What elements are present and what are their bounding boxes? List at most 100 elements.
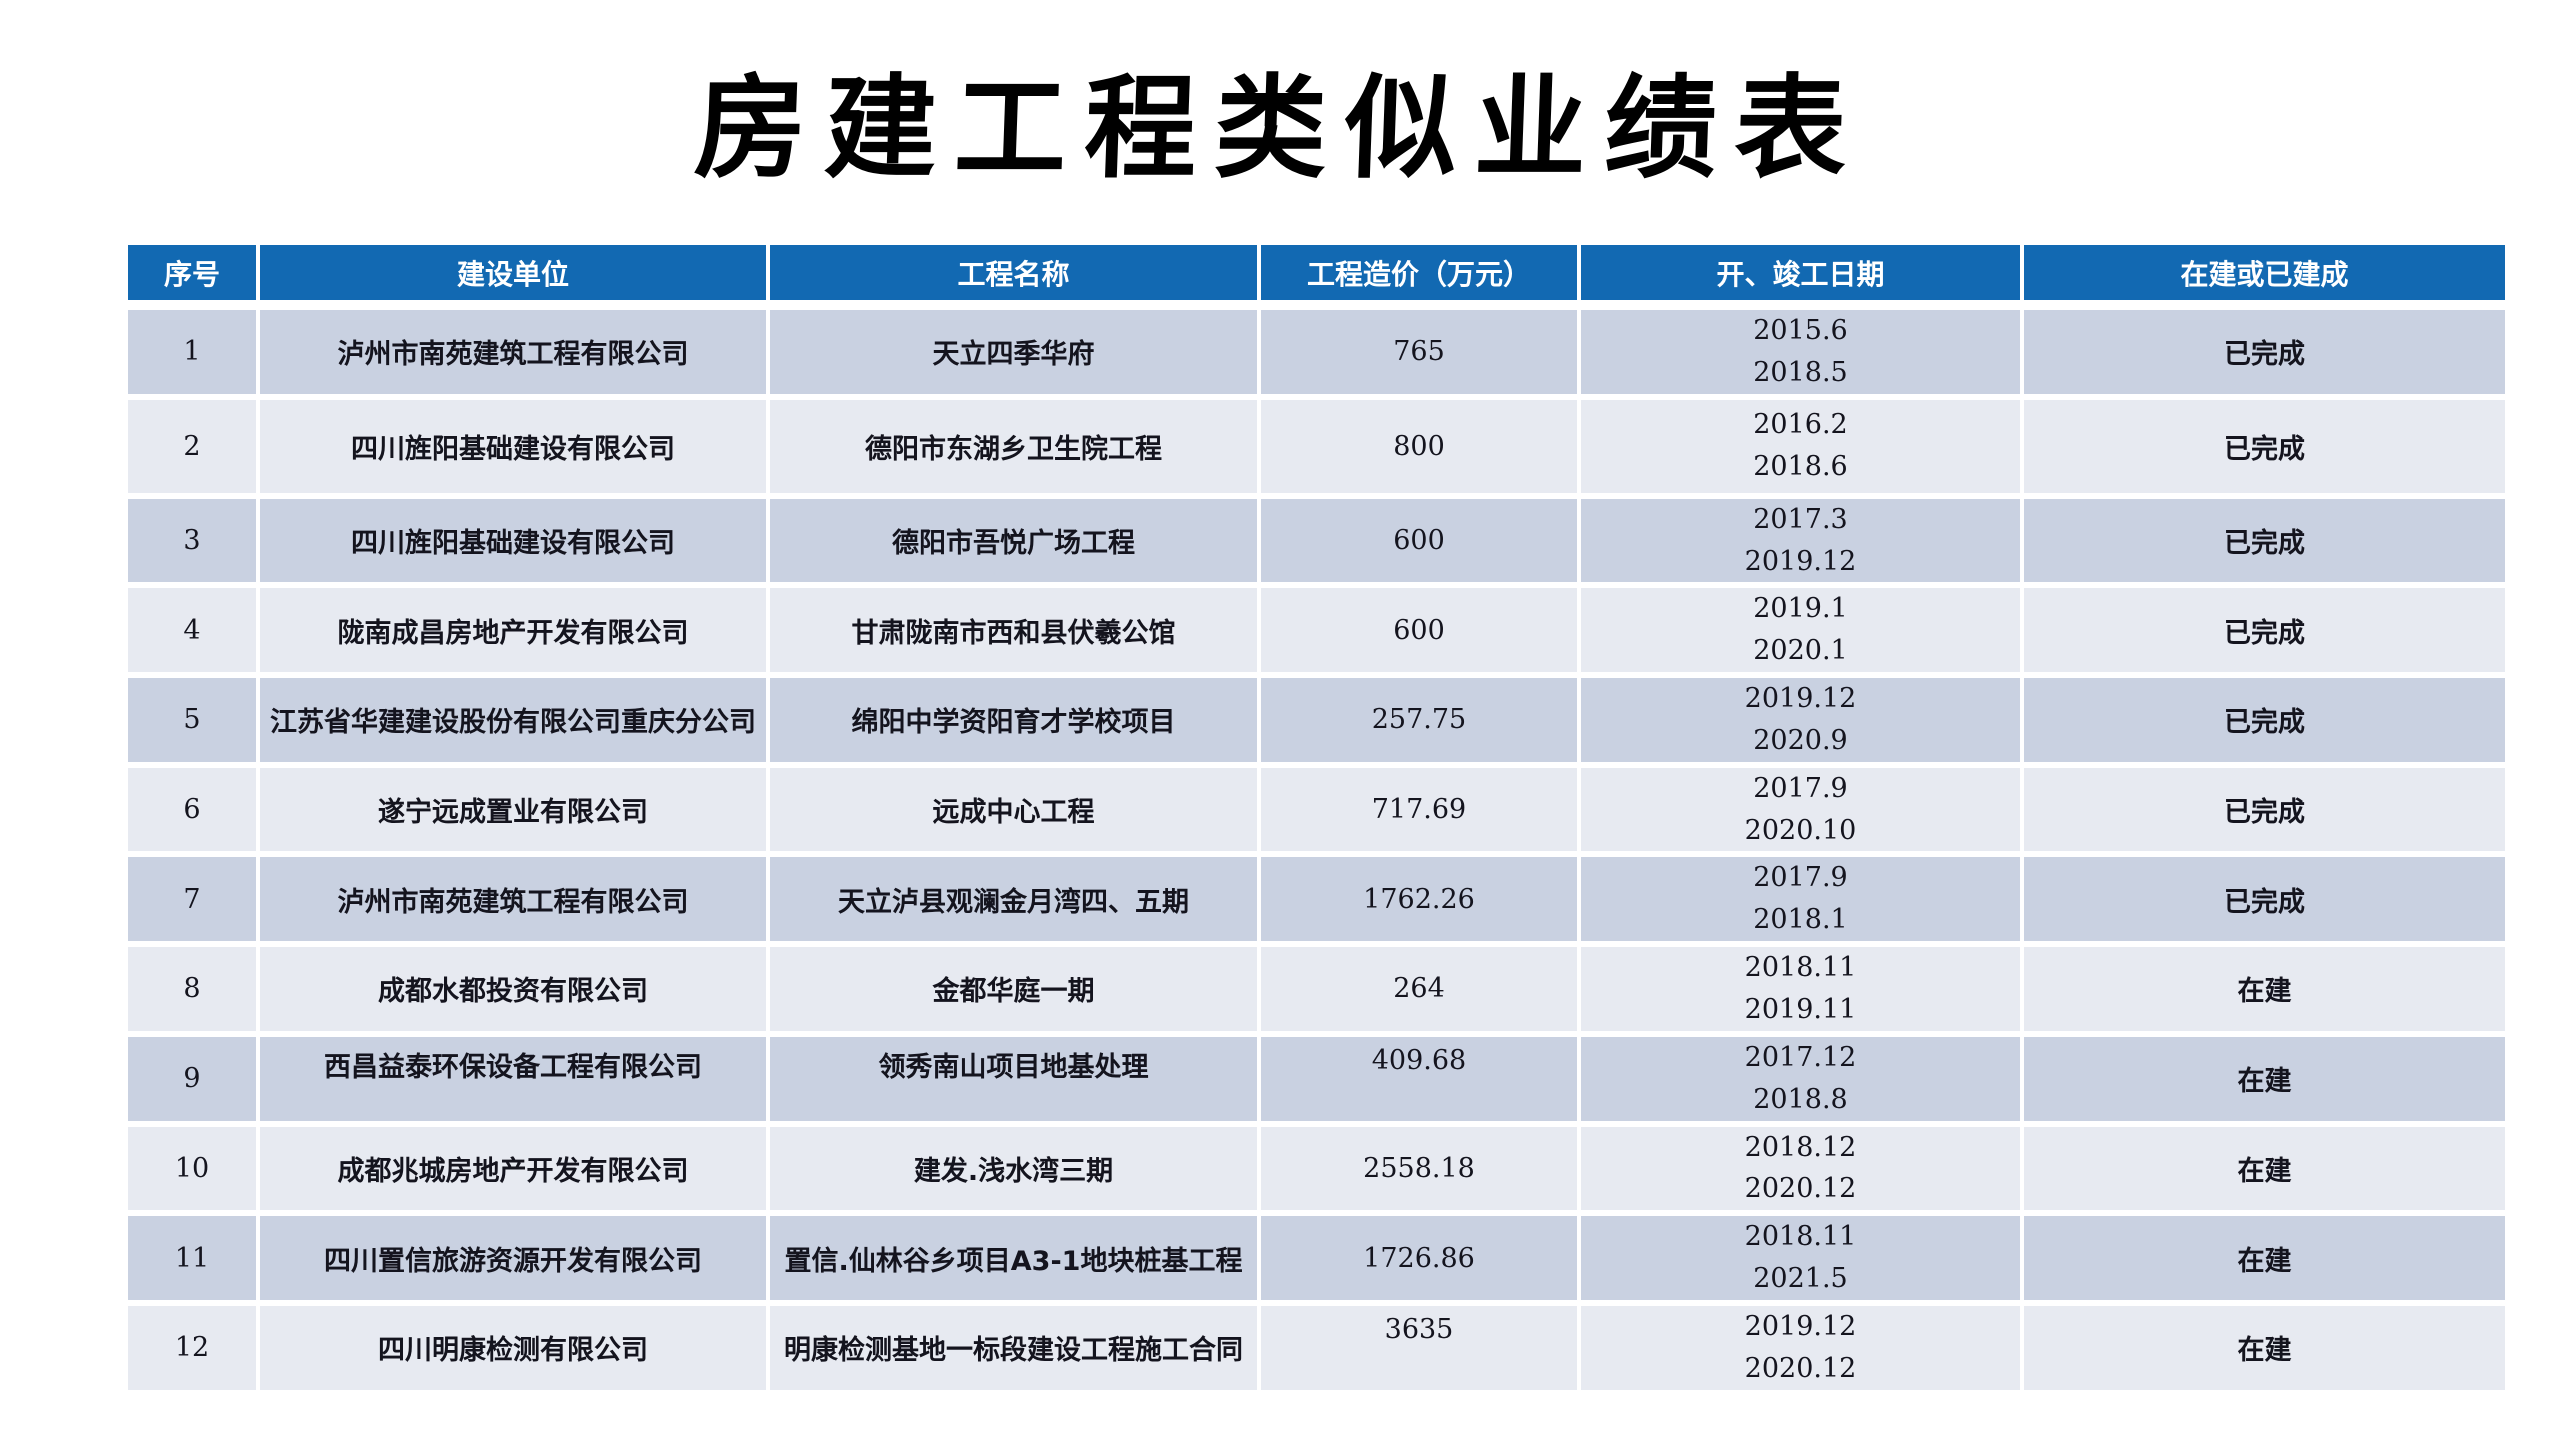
date-end: 2020.1 — [1753, 635, 1848, 667]
cost-cell: 717.69 — [1259, 761, 1581, 855]
company-cell: 成都兆城房地产开发有限公司 — [258, 1120, 770, 1214]
date-end: 2019.11 — [1744, 993, 1857, 1025]
date-end: 2018.6 — [1753, 451, 1848, 483]
date-end: 2020.12 — [1744, 1352, 1857, 1384]
status-cell: 已完成 — [2022, 761, 2505, 855]
date-end: 2020.12 — [1744, 1173, 1857, 1205]
date-end: 2019.12 — [1744, 545, 1857, 577]
project-cell: 置信.仙林谷乡项目A3-1地块桩基工程 — [768, 1210, 1261, 1303]
status-cell: 在建 — [2022, 1210, 2505, 1303]
header-status: 在建或已建成 — [2022, 245, 2505, 310]
date-start: 2018.12 — [1744, 1131, 1857, 1163]
row-number: 6 — [128, 761, 260, 855]
row-number: 9 — [128, 1030, 260, 1124]
cost-cell: 3635 — [1259, 1299, 1581, 1390]
company-cell: 四川置信旅游资源开发有限公司 — [258, 1210, 770, 1303]
header-dates: 开、竣工日期 — [1579, 245, 2024, 310]
dates-cell: 2019.1 2020.1 — [1579, 582, 2024, 676]
status-cell: 在建 — [2022, 1030, 2505, 1124]
status-cell: 已完成 — [2022, 393, 2505, 496]
date-start: 2017.9 — [1753, 862, 1848, 894]
header-row: 序号 建设单位 工程名称 工程造价（万元） 开、竣工日期 在建或已建成 — [128, 245, 2505, 310]
date-start: 2019.12 — [1744, 1310, 1857, 1342]
project-cell: 金都华庭一期 — [768, 941, 1261, 1034]
company-cell: 泸州市南苑建筑工程有限公司 — [258, 851, 770, 945]
table-row: 9 西昌益泰环保设备工程有限公司 领秀南山项目地基处理 409.68 2017.… — [128, 1030, 2505, 1124]
company-cell: 泸州市南苑建筑工程有限公司 — [258, 302, 770, 397]
status-cell: 在建 — [2022, 941, 2505, 1034]
dates-cell: 2017.3 2019.12 — [1579, 492, 2024, 586]
project-cell: 甘肃陇南市西和县伏羲公馆 — [768, 582, 1261, 676]
table-row: 11 四川置信旅游资源开发有限公司 置信.仙林谷乡项目A3-1地块桩基工程 17… — [128, 1210, 2505, 1303]
row-number: 7 — [128, 851, 260, 945]
date-end: 2020.9 — [1753, 724, 1848, 756]
date-start: 2019.12 — [1744, 683, 1857, 715]
project-cell: 天立四季华府 — [768, 302, 1261, 397]
cost-cell: 264 — [1259, 941, 1581, 1034]
company-cell: 四川旌阳基础建设有限公司 — [258, 492, 770, 586]
row-number: 2 — [128, 393, 260, 496]
cost-cell: 600 — [1259, 582, 1581, 676]
cost-cell: 765 — [1259, 302, 1581, 397]
dates-cell: 2019.12 2020.12 — [1579, 1299, 2024, 1390]
status-cell: 已完成 — [2022, 582, 2505, 676]
row-number: 1 — [128, 302, 260, 397]
status-cell: 已完成 — [2022, 851, 2505, 945]
project-cell: 德阳市东湖乡卫生院工程 — [768, 393, 1261, 496]
date-start: 2019.1 — [1753, 593, 1848, 625]
date-start: 2018.11 — [1744, 952, 1857, 984]
cost-cell: 2558.18 — [1259, 1120, 1581, 1214]
company-cell: 成都水都投资有限公司 — [258, 941, 770, 1034]
row-number: 3 — [128, 492, 260, 586]
dates-cell: 2017.9 2020.10 — [1579, 761, 2024, 855]
date-start: 2017.3 — [1753, 503, 1848, 535]
company-cell: 遂宁远成置业有限公司 — [258, 761, 770, 855]
date-start: 2017.12 — [1744, 1041, 1857, 1073]
table-row: 4 陇南成昌房地产开发有限公司 甘肃陇南市西和县伏羲公馆 600 2019.1 … — [128, 582, 2505, 676]
date-start: 2015.6 — [1753, 315, 1848, 346]
row-number: 11 — [128, 1210, 260, 1303]
table-row: 3 四川旌阳基础建设有限公司 德阳市吾悦广场工程 600 2017.3 2019… — [128, 492, 2505, 586]
company-cell: 西昌益泰环保设备工程有限公司 — [258, 1030, 770, 1124]
project-cell: 建发.浅水湾三期 — [768, 1120, 1261, 1214]
project-cell: 天立泸县观澜金月湾四、五期 — [768, 851, 1261, 945]
header-company: 建设单位 — [258, 245, 770, 310]
company-cell: 江苏省华建建设股份有限公司重庆分公司 — [258, 672, 770, 765]
table-row: 2 四川旌阳基础建设有限公司 德阳市东湖乡卫生院工程 800 2016.2 20… — [128, 393, 2505, 496]
date-end: 2020.10 — [1744, 814, 1857, 846]
table-row: 8 成都水都投资有限公司 金都华庭一期 264 2018.11 2019.11 … — [128, 941, 2505, 1034]
dates-cell: 2019.12 2020.9 — [1579, 672, 2024, 765]
status-cell: 在建 — [2022, 1299, 2505, 1390]
table-row: 5 江苏省华建建设股份有限公司重庆分公司 绵阳中学资阳育才学校项目 257.75… — [128, 672, 2505, 765]
table-row: 6 遂宁远成置业有限公司 远成中心工程 717.69 2017.9 2020.1… — [128, 761, 2505, 855]
project-cell: 德阳市吾悦广场工程 — [768, 492, 1261, 586]
date-end: 2018.8 — [1753, 1083, 1848, 1115]
dates-cell: 2015.6 2018.5 — [1579, 302, 2024, 397]
project-cell: 绵阳中学资阳育才学校项目 — [768, 672, 1261, 765]
table-row: 7 泸州市南苑建筑工程有限公司 天立泸县观澜金月湾四、五期 1762.26 20… — [128, 851, 2505, 945]
table-row: 12 四川明康检测有限公司 明康检测基地一标段建设工程施工合同 3635 201… — [128, 1299, 2505, 1390]
row-number: 12 — [128, 1299, 260, 1390]
date-start: 2018.11 — [1744, 1221, 1857, 1253]
page-title: 房建工程类似业绩表 — [692, 63, 1867, 194]
row-number: 4 — [128, 582, 260, 676]
dates-cell: 2018.11 2019.11 — [1579, 941, 2024, 1034]
header-cost: 工程造价（万元） — [1259, 245, 1581, 310]
cost-cell: 1726.86 — [1259, 1210, 1581, 1303]
table-row: 1 泸州市南苑建筑工程有限公司 天立四季华府 765 2015.6 2018.5… — [128, 302, 2505, 397]
cost-cell: 600 — [1259, 492, 1581, 586]
project-cell: 领秀南山项目地基处理 — [768, 1030, 1261, 1124]
dates-cell: 2018.12 2020.12 — [1579, 1120, 2024, 1214]
dates-cell: 2017.12 2018.8 — [1579, 1030, 2024, 1124]
company-cell: 陇南成昌房地产开发有限公司 — [258, 582, 770, 676]
status-cell: 在建 — [2022, 1120, 2505, 1214]
date-start: 2016.2 — [1753, 409, 1848, 441]
project-cell: 远成中心工程 — [768, 761, 1261, 855]
dates-cell: 2018.11 2021.5 — [1579, 1210, 2024, 1303]
header-project: 工程名称 — [768, 245, 1261, 310]
performance-table: 序号 建设单位 工程名称 工程造价（万元） 开、竣工日期 在建或已建成 1 泸州… — [128, 245, 2505, 1390]
cost-cell: 1762.26 — [1259, 851, 1581, 945]
table-row: 10 成都兆城房地产开发有限公司 建发.浅水湾三期 2558.18 2018.1… — [128, 1120, 2505, 1214]
row-number: 10 — [128, 1120, 260, 1214]
status-cell: 已完成 — [2022, 672, 2505, 765]
